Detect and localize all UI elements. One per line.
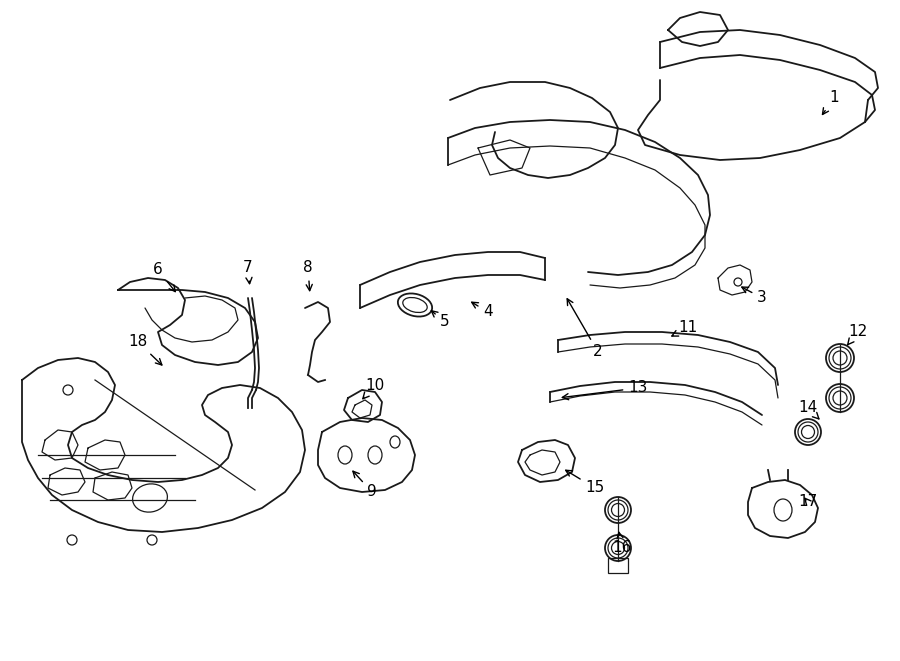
Text: 2: 2 (567, 299, 603, 360)
Text: 7: 7 (243, 260, 253, 284)
Text: 8: 8 (303, 260, 313, 291)
Text: 5: 5 (431, 311, 450, 329)
Text: 11: 11 (672, 321, 698, 336)
Text: 18: 18 (129, 334, 162, 365)
Text: 9: 9 (353, 471, 377, 500)
Text: 10: 10 (363, 377, 384, 399)
Text: 15: 15 (566, 470, 605, 496)
Text: 6: 6 (153, 262, 176, 292)
Text: 13: 13 (562, 381, 648, 400)
Text: 1: 1 (823, 91, 839, 114)
Text: 16: 16 (612, 532, 632, 555)
Text: 17: 17 (798, 494, 817, 510)
Text: 4: 4 (472, 302, 493, 319)
Text: 14: 14 (798, 401, 819, 419)
Text: 3: 3 (742, 287, 767, 305)
Text: 12: 12 (848, 325, 868, 345)
